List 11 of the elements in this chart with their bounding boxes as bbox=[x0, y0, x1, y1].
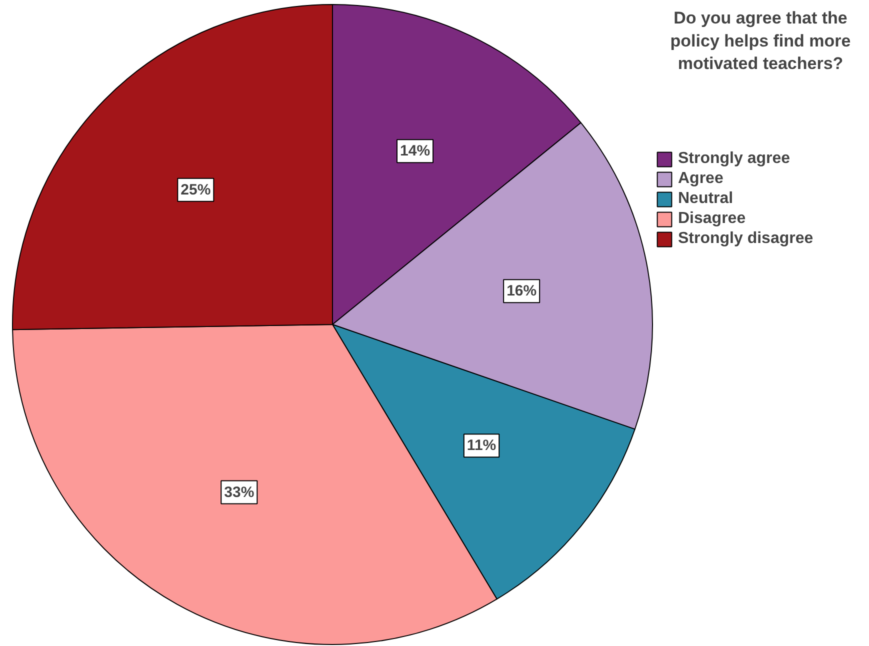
legend-label: Strongly disagree bbox=[678, 230, 814, 248]
legend-label: Agree bbox=[678, 170, 724, 188]
legend-label: Disagree bbox=[678, 210, 746, 228]
legend-label: Neutral bbox=[678, 190, 734, 208]
legend-title: Do you agree that the policy helps find more motivated teachers? bbox=[670, 8, 851, 74]
legend-label: Strongly agree bbox=[678, 150, 790, 168]
data-label: 33% bbox=[224, 484, 254, 501]
data-label: 11% bbox=[466, 437, 496, 454]
data-label: 14% bbox=[400, 142, 430, 160]
data-label: 25% bbox=[180, 181, 211, 198]
data-label: 16% bbox=[506, 282, 537, 300]
